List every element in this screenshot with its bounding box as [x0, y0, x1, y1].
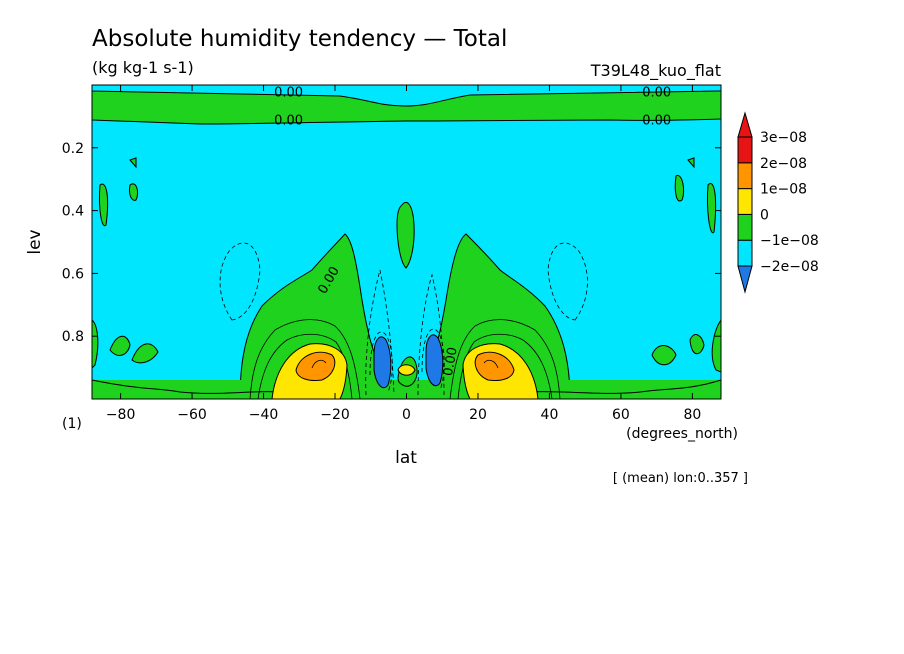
right-blue-core — [425, 334, 444, 387]
colorbar-label: −2e−08 — [760, 259, 819, 275]
right-lower-lobe — [427, 233, 571, 399]
colorbar-top-arrow — [737, 111, 753, 138]
y-tick-label: 0.6 — [62, 266, 84, 282]
bottom-positive-strip — [92, 380, 721, 399]
x-tick-label: 0 — [402, 407, 411, 423]
chart-units: (kg kg-1 s-1) — [92, 58, 194, 77]
x-tick-label: −40 — [249, 407, 279, 423]
colorbar-label: 3e−08 — [760, 130, 807, 146]
x-tick-label: −60 — [177, 407, 207, 423]
right-orange-center — [474, 351, 515, 381]
x-units-label: (degrees_north) — [626, 426, 738, 442]
colorbar: −2e−08 −1e−08 0 1e−08 2e−08 3e−08 — [737, 111, 819, 294]
y-axis-label: lev — [25, 229, 45, 254]
contour-label: 0.00 — [642, 114, 671, 129]
contour-label: 0.00 — [274, 114, 303, 129]
x-axis-label: lat — [395, 448, 417, 468]
x-tick-label: 80 — [683, 407, 701, 423]
colorbar-band — [737, 162, 753, 190]
negative-dashed-contours — [219, 242, 588, 396]
contour-label: 0.00 — [642, 85, 671, 100]
y-units-label: (1) — [62, 416, 82, 432]
x-tick-label: 60 — [612, 407, 630, 423]
x-tick-label: 20 — [469, 407, 487, 423]
y-axis: 0.2 0.4 0.6 0.8 — [62, 141, 721, 345]
left-blue-core — [373, 336, 392, 389]
left-orange-center — [295, 351, 336, 381]
y-tick-label: 0.8 — [62, 329, 84, 345]
colorbar-label: 1e−08 — [760, 182, 807, 198]
equatorial-yellow-core — [397, 364, 416, 376]
contour-label: 0.00 — [274, 85, 303, 100]
colorbar-label: 2e−08 — [760, 156, 807, 172]
equatorial-upper-blob — [396, 201, 415, 269]
run-label: T39L48_kuo_flat — [590, 61, 721, 81]
colorbar-bottom-arrow — [737, 265, 753, 294]
colorbar-band — [737, 188, 753, 215]
x-tick-label: 40 — [541, 407, 559, 423]
colorbar-band — [737, 239, 753, 267]
mean-annotation: [ (mean) lon:0..357 ] — [613, 471, 748, 486]
x-axis: −80 −60 −40 −20 0 20 40 60 80 — [106, 85, 701, 423]
top-negative-band — [92, 85, 721, 107]
y-tick-label: 0.2 — [62, 141, 84, 157]
chart-title: Absolute humidity tendency — Total — [92, 26, 507, 52]
contour-label: 0.00 — [441, 346, 461, 377]
y-tick-label: 0.4 — [62, 204, 84, 220]
colorbar-band — [737, 136, 753, 164]
colorbar-band — [737, 213, 753, 241]
x-tick-label: −80 — [106, 407, 136, 423]
colorbar-label: 0 — [760, 207, 769, 223]
plot-area — [92, 85, 721, 399]
x-tick-label: −20 — [320, 407, 350, 423]
colorbar-label: −1e−08 — [760, 233, 819, 249]
